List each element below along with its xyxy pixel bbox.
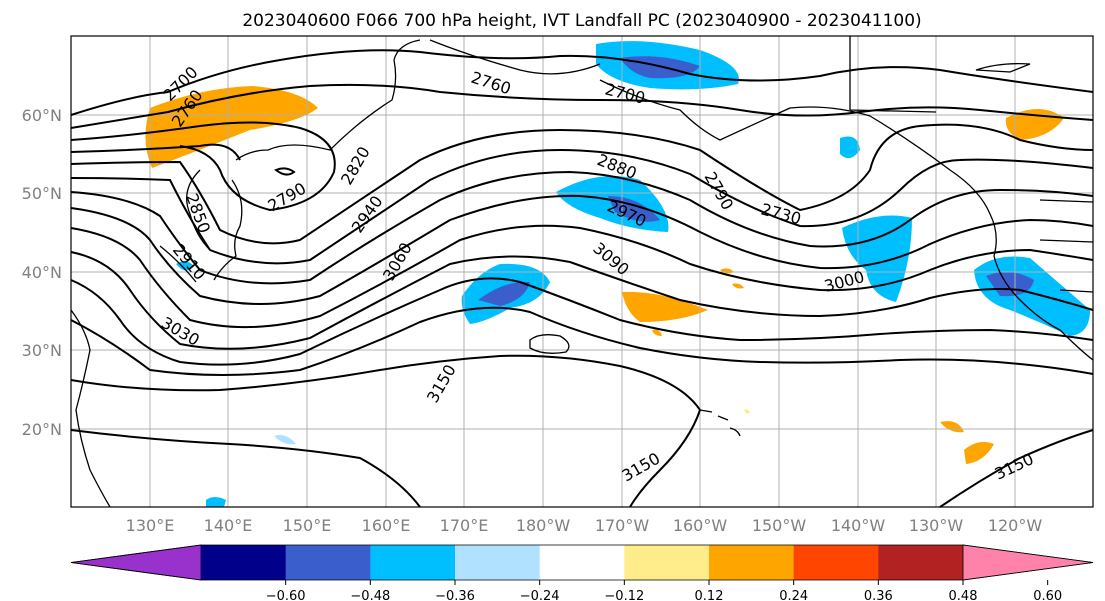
lon-label: 150°W (752, 516, 807, 535)
lon-label: 120°W (988, 516, 1043, 535)
ivt-patch-orange (652, 329, 662, 336)
lon-label: 150°E (283, 516, 332, 535)
colorbar-tick-label: 0.60 (1033, 589, 1062, 601)
ivt-patch-orange (964, 442, 994, 464)
colorbar-extend-high (962, 544, 1094, 581)
lat-label: 20°N (22, 420, 62, 439)
colorbar-tick-label: 0.24 (779, 589, 808, 601)
ivt-patch-lightblue (840, 136, 860, 159)
colorbar-tick-label: −0.60 (266, 589, 306, 601)
colorbar-outline (70, 544, 1094, 581)
colorbar-tick-label: 0.48 (949, 589, 978, 601)
lon-label: 130°W (909, 516, 964, 535)
latitude-labels: 60°N 50°N 40°N 30°N 20°N (22, 106, 62, 439)
ivt-patch-paleblue (274, 435, 296, 445)
ivt-patch-orange (732, 283, 744, 289)
colorbar-segment (709, 545, 795, 580)
coastlines (70, 36, 1094, 508)
colorbar-segment (539, 545, 625, 580)
lon-label: 160°E (362, 516, 411, 535)
colorbar-segment (201, 545, 287, 580)
lon-label: 140°W (831, 516, 886, 535)
colorbar: −0.60 −0.48 −0.36 −0.24 −0.12 0.12 0.24 0.36 0.4… (70, 544, 1094, 601)
colorbar-tick-label: −0.24 (520, 589, 560, 601)
colorbar-segment (285, 545, 371, 580)
colorbar-segment (455, 545, 541, 580)
colorbar-tick-label: −0.48 (350, 589, 390, 601)
colorbar-tick-label: −0.36 (435, 589, 475, 601)
lon-label: 170°E (440, 516, 489, 535)
lon-label: 180°W (516, 516, 571, 535)
colorbar-segment (793, 545, 879, 580)
lon-label: 170°W (595, 516, 650, 535)
lat-label: 50°N (22, 184, 62, 203)
lat-label: 60°N (22, 106, 62, 125)
longitude-labels: 130°E 140°E 150°E 160°E 170°E 180°W 170°… (126, 516, 1043, 535)
ivt-patch-blue (478, 281, 530, 306)
colorbar-segment (624, 545, 710, 580)
ivt-patch-yellow (744, 409, 750, 414)
colorbar-tick-label: 0.12 (695, 589, 724, 601)
height-contours (70, 49, 1094, 508)
lon-label: 130°E (126, 516, 175, 535)
lon-label: 160°W (673, 516, 728, 535)
ivt-patch-lightblue (206, 497, 226, 507)
map-frame (70, 35, 1094, 508)
colorbar-extend-low (70, 544, 202, 581)
lat-label: 40°N (22, 263, 62, 282)
colorbar-tick-label: −0.12 (604, 589, 644, 601)
colorbar-segment (878, 545, 964, 580)
figure-title: 2023040600 F066 700 hPa height, IVT Land… (242, 11, 921, 31)
colorbar-tick-label: 0.36 (864, 589, 893, 601)
ivt-patch-lightblue (842, 215, 912, 302)
lat-label: 30°N (22, 341, 62, 360)
ivt-patch-orange (622, 291, 708, 322)
colorbar-segment (370, 545, 456, 580)
lon-label: 140°E (204, 516, 253, 535)
